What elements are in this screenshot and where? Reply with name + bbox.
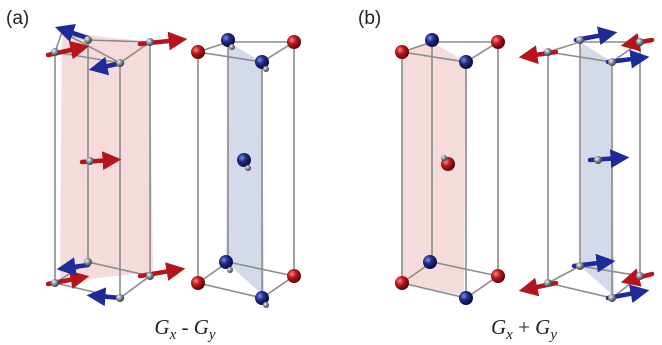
panel-b-label: (b) [358, 8, 381, 29]
grey-atoms [51, 36, 154, 302]
panel-a: (a) [6, 8, 301, 343]
atoms [191, 33, 301, 308]
red-spin-plane [60, 32, 153, 282]
unit-cell-a-left [45, 24, 188, 307]
red-spin-plane [402, 52, 466, 296]
unit-cell-b-left [395, 33, 505, 305]
blue-spin-plane [226, 42, 264, 296]
grey-atoms [544, 36, 644, 302]
blue-moments [55, 24, 125, 307]
unit-cell-b-right [518, 26, 655, 304]
blue-spin-plane [580, 42, 614, 296]
atoms [395, 33, 505, 305]
panel-b: (b) [358, 8, 655, 343]
panel-a-caption: Gx - Gy [154, 315, 216, 343]
panel-a-label: (a) [6, 8, 29, 29]
unit-cell-a-right [191, 33, 301, 308]
panel-b-caption: Gx + Gy [491, 315, 557, 343]
